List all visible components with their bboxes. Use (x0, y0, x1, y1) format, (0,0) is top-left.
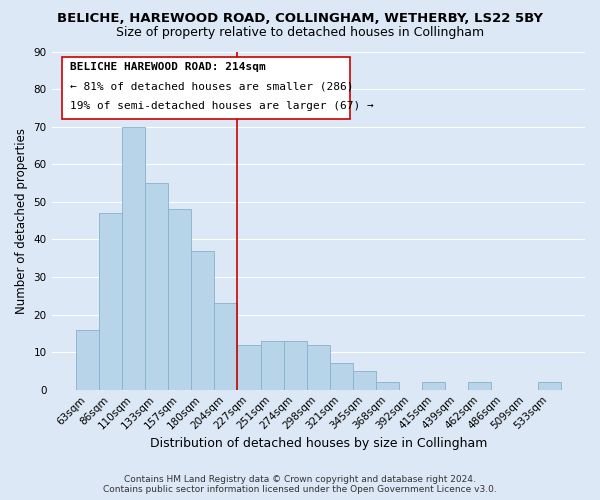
Bar (307, 344, 330, 390)
Bar (214, 304, 238, 390)
Bar (122, 126, 145, 390)
Text: BELICHE, HAREWOOD ROAD, COLLINGHAM, WETHERBY, LS22 5BY: BELICHE, HAREWOOD ROAD, COLLINGHAM, WETH… (57, 12, 543, 26)
Bar (376, 382, 399, 390)
Bar (260, 341, 284, 390)
Bar (469, 382, 491, 390)
Text: Size of property relative to detached houses in Collingham: Size of property relative to detached ho… (116, 26, 484, 39)
Bar (353, 371, 376, 390)
Text: 19% of semi-detached houses are larger (67) →: 19% of semi-detached houses are larger (… (70, 101, 374, 111)
Bar (145, 183, 168, 390)
Bar (191, 250, 214, 390)
Bar (99, 213, 122, 390)
Bar (168, 210, 191, 390)
Bar (238, 344, 260, 390)
FancyBboxPatch shape (62, 56, 350, 119)
Bar (422, 382, 445, 390)
Bar (284, 341, 307, 390)
Text: ← 81% of detached houses are smaller (286): ← 81% of detached houses are smaller (28… (70, 82, 354, 92)
Y-axis label: Number of detached properties: Number of detached properties (15, 128, 28, 314)
Text: Contains HM Land Registry data © Crown copyright and database right 2024.
Contai: Contains HM Land Registry data © Crown c… (103, 474, 497, 494)
Bar (538, 382, 561, 390)
X-axis label: Distribution of detached houses by size in Collingham: Distribution of detached houses by size … (149, 437, 487, 450)
Bar (330, 364, 353, 390)
Text: BELICHE HAREWOOD ROAD: 214sqm: BELICHE HAREWOOD ROAD: 214sqm (70, 62, 266, 72)
Bar (76, 330, 99, 390)
